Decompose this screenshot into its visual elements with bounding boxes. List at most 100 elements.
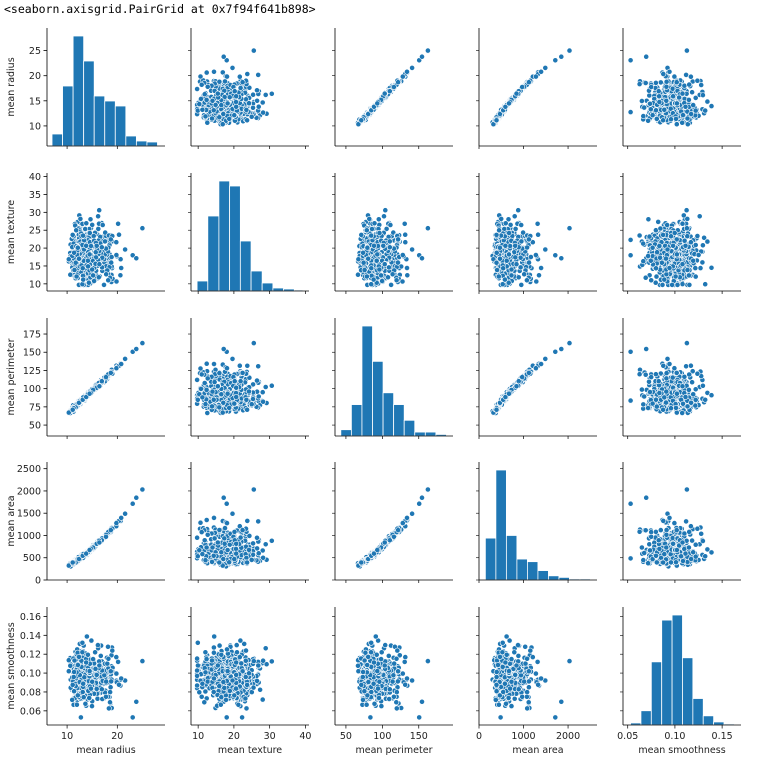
scatter-point	[91, 278, 97, 284]
scatter-point	[647, 100, 653, 107]
scatter-point	[355, 271, 361, 278]
scatter-point	[526, 259, 532, 266]
scatter-point	[381, 213, 387, 220]
scatter-point	[493, 231, 500, 238]
scatter-point	[646, 92, 653, 99]
scatter-point	[90, 272, 96, 279]
scatter-point	[669, 85, 676, 92]
scatter-point	[656, 99, 663, 105]
scatter-point	[76, 255, 82, 262]
scatter-point	[558, 255, 565, 262]
scatter-point	[686, 272, 692, 279]
scatter-point	[506, 251, 512, 258]
scatter-point	[689, 89, 695, 96]
scatter-point	[239, 79, 246, 86]
scatter-point	[402, 239, 409, 246]
scatter-point	[363, 273, 370, 280]
scatter-point	[493, 117, 500, 124]
scatter-point	[704, 238, 711, 245]
scatter-point	[73, 273, 80, 280]
scatter-point	[254, 87, 260, 94]
scatter-point	[67, 271, 74, 278]
scatter-point	[220, 111, 227, 117]
scatter-point	[107, 236, 114, 243]
scatter-point	[699, 259, 706, 266]
scatter-point	[358, 231, 365, 238]
scatter-point	[684, 115, 691, 122]
hist-bar	[261, 282, 274, 292]
scatter-point	[648, 84, 655, 90]
scatter-point	[95, 213, 101, 220]
scatter-point	[86, 251, 93, 258]
scatter-point	[659, 259, 665, 266]
scatter-point	[708, 103, 715, 109]
scatter-point	[254, 97, 260, 104]
scatter-point	[378, 272, 384, 279]
panel-mean-radius-vs-mean-smoothness	[620, 28, 741, 149]
scatter-point	[684, 47, 690, 54]
scatter-point	[500, 265, 507, 272]
scatter-point	[419, 53, 425, 60]
scatter-point	[103, 271, 110, 278]
scatter-point	[661, 106, 668, 113]
scatter-point	[374, 100, 381, 107]
scatter-point	[98, 244, 105, 251]
scatter-point	[698, 82, 705, 88]
scatter-point	[229, 65, 236, 71]
scatter-point	[197, 73, 204, 80]
scatter-point	[680, 112, 686, 118]
scatter-point	[648, 277, 655, 284]
scatter-point	[519, 84, 526, 90]
scatter-point	[96, 207, 103, 214]
scatter-point	[424, 225, 431, 232]
scatter-point	[113, 252, 120, 258]
scatter-point	[661, 276, 668, 283]
y-tick-label: 25	[29, 226, 41, 237]
scatter-point	[113, 239, 120, 246]
scatter-point	[645, 253, 651, 259]
scatter-point	[534, 220, 541, 227]
scatter-point	[209, 97, 216, 104]
scatter-point	[552, 252, 559, 259]
scatter-point	[355, 256, 362, 263]
scatter-point	[409, 65, 415, 71]
scatter-point	[679, 220, 686, 227]
scatter-point	[518, 238, 525, 245]
scatter-point	[497, 255, 503, 262]
panel-mean-radius-vs-mean-perimeter	[332, 28, 453, 149]
scatter-point	[237, 85, 244, 91]
scatter-point	[255, 103, 262, 110]
panel-mean-texture-vs-mean-texture	[188, 173, 309, 294]
scatter-point	[260, 109, 266, 116]
scatter-point	[86, 279, 92, 286]
scatter-point	[526, 79, 532, 86]
hist-bar	[125, 135, 137, 147]
scatter-point	[692, 273, 699, 280]
scatter-point	[401, 220, 408, 227]
scatter-point	[686, 81, 693, 88]
scatter-point	[700, 242, 706, 249]
scatter-point	[684, 215, 691, 222]
y-tick-label: 30	[29, 208, 41, 219]
scatter-point	[216, 78, 223, 85]
scatter-point	[681, 237, 688, 244]
scatter-point	[404, 272, 411, 279]
scatter-point	[526, 236, 532, 243]
scatter-point	[387, 222, 394, 228]
hist-bar	[146, 141, 158, 147]
scatter-point	[663, 97, 670, 104]
scatter-point	[419, 255, 425, 262]
scatter-point	[668, 116, 674, 123]
scatter-point	[259, 99, 266, 106]
scatter-point	[702, 107, 709, 114]
scatter-point	[203, 69, 210, 76]
scatter-point	[199, 106, 206, 113]
hist-bar	[135, 140, 148, 147]
hist-bar	[51, 133, 63, 147]
hist-bar	[196, 280, 209, 292]
hist-bar	[272, 287, 285, 292]
scatter-point	[80, 276, 87, 283]
scatter-point	[224, 100, 231, 107]
scatter-point	[133, 346, 140, 352]
